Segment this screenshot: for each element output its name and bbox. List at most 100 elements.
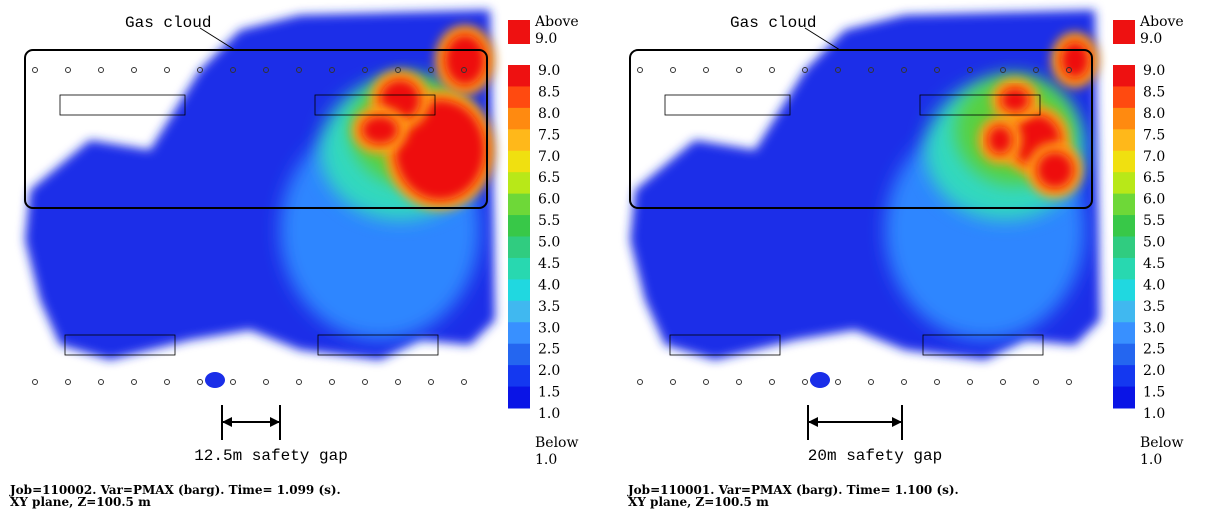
legend-band: [508, 322, 530, 345]
annotation-leader: [804, 27, 841, 51]
structure-dot: [197, 379, 203, 385]
legend-level: 1.0: [538, 406, 560, 422]
equipment: [64, 334, 176, 356]
structure-dot: [164, 379, 170, 385]
structure-dot: [65, 379, 71, 385]
legend-below: Below: [1140, 435, 1183, 451]
structure-dot: [670, 379, 676, 385]
structure-dot: [263, 379, 269, 385]
legend-band: [1113, 107, 1135, 130]
structure-dot: [1033, 379, 1039, 385]
legend-band: [1113, 343, 1135, 366]
legend-level: 8.5: [538, 84, 560, 100]
contour-blue: [810, 372, 830, 388]
legend-level: 6.5: [1143, 170, 1165, 186]
structure-dot: [197, 67, 203, 73]
legend-band: [508, 65, 530, 87]
structure-dot: [461, 379, 467, 385]
legend-level: 3.0: [1143, 320, 1165, 336]
structure-dot: [802, 67, 808, 73]
legend-above-swatch: [508, 20, 530, 44]
legend-level: 3.5: [538, 299, 560, 315]
legend-level: 8.0: [538, 106, 560, 122]
legend-band: [1113, 193, 1135, 216]
structure-dot: [769, 67, 775, 73]
structure-dot: [967, 379, 973, 385]
contour-red: [1061, 42, 1089, 78]
structure-dot: [263, 67, 269, 73]
legend-band: [1113, 150, 1135, 173]
legend-level: 7.0: [1143, 149, 1165, 165]
structure-dot: [703, 67, 709, 73]
structure-dot: [769, 379, 775, 385]
gap-label: 12.5m safety gap: [194, 447, 348, 465]
legend-above-value: 9.0: [1140, 31, 1162, 47]
legend-band: [1113, 257, 1135, 280]
legend-band: [508, 236, 530, 259]
structure-dot: [736, 379, 742, 385]
structure-dot: [131, 67, 137, 73]
equipment: [314, 94, 436, 116]
structure-dot: [670, 67, 676, 73]
structure-dot: [98, 379, 104, 385]
legend-band: [508, 150, 530, 173]
caption: XY plane, Z=100.5 m: [10, 495, 151, 509]
equipment: [669, 334, 781, 356]
structure-dot: [868, 67, 874, 73]
annotation: Gas cloud: [730, 14, 816, 32]
legend-band: [508, 279, 530, 302]
structure-dot: [395, 379, 401, 385]
structure-dot: [296, 67, 302, 73]
legend-band: [508, 129, 530, 152]
legend-level: 3.0: [538, 320, 560, 336]
structure-dot: [329, 379, 335, 385]
structure-dot: [362, 67, 368, 73]
structure-dot: [428, 379, 434, 385]
legend-band: [1113, 279, 1135, 302]
legend-band: [1113, 129, 1135, 152]
legend-level: 2.5: [538, 342, 560, 358]
legend-level: 6.0: [1143, 192, 1165, 208]
structure-dot: [934, 379, 940, 385]
legend-above-value: 9.0: [535, 31, 557, 47]
legend-level: 4.0: [1143, 277, 1165, 293]
legend-band: [508, 172, 530, 195]
legend-level: 3.5: [1143, 299, 1165, 315]
legend-level: 1.5: [1143, 385, 1165, 401]
contour-field: [630, 10, 1100, 388]
legend-band: [508, 365, 530, 388]
contour-red: [395, 100, 485, 200]
legend-band: [508, 107, 530, 130]
structure-dot: [1066, 379, 1072, 385]
legend-below-value: 1.0: [535, 452, 557, 468]
caption: Job=110002. Var=PMAX (barg). Time= 1.099…: [9, 483, 341, 497]
structure-dot: [32, 379, 38, 385]
legend-below-value: 1.0: [1140, 452, 1162, 468]
structure-dot: [637, 379, 643, 385]
contour-red: [445, 35, 485, 85]
arrow-head: [808, 417, 902, 427]
structure-dot: [32, 67, 38, 73]
legend-band: [508, 193, 530, 216]
structure-dot: [230, 67, 236, 73]
legend-level: 9.0: [538, 63, 560, 79]
legend-band: [1113, 65, 1135, 87]
legend-band: [1113, 322, 1135, 345]
legend-level: 9.0: [1143, 63, 1165, 79]
structure-dot: [868, 379, 874, 385]
structure-dot: [736, 67, 742, 73]
structure-dot: [835, 379, 841, 385]
legend-band: [508, 343, 530, 366]
legend-level: 4.5: [538, 256, 560, 272]
structure-dot: [362, 379, 368, 385]
caption: Job=110001. Var=PMAX (barg). Time= 1.100…: [627, 483, 959, 497]
structure-dot: [230, 379, 236, 385]
legend-band: [508, 215, 530, 237]
structure-dot: [1000, 67, 1006, 73]
legend-level: 7.5: [1143, 127, 1165, 143]
annotation-leader: [199, 27, 236, 51]
structure-dot: [329, 67, 335, 73]
legend-band: [1113, 236, 1135, 259]
structure-dot: [1033, 67, 1039, 73]
